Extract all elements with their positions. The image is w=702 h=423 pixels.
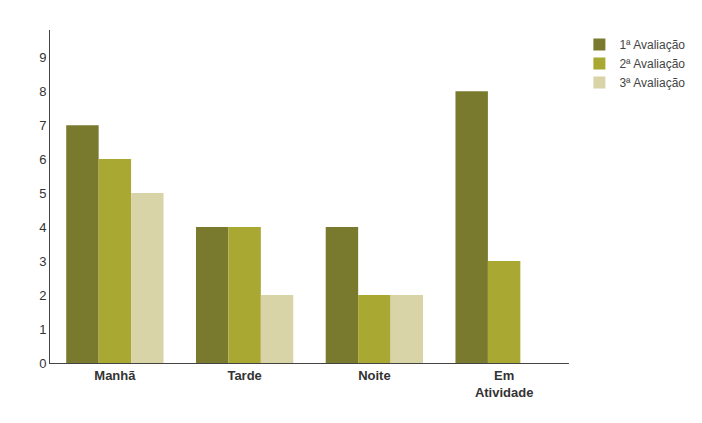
svg-text:3ª Avaliação: 3ª Avaliação [619, 76, 685, 90]
svg-text:Manhã: Manhã [94, 368, 136, 383]
svg-text:Tarde: Tarde [227, 368, 261, 383]
svg-text:6: 6 [39, 152, 46, 167]
svg-text:2: 2 [39, 288, 46, 303]
svg-text:3: 3 [39, 254, 46, 269]
svg-text:1ª Avaliação: 1ª Avaliação [619, 38, 685, 52]
svg-text:2ª Avaliação: 2ª Avaliação [619, 57, 685, 71]
svg-text:4: 4 [39, 220, 46, 235]
svg-text:5: 5 [39, 186, 46, 201]
svg-text:1: 1 [39, 322, 46, 337]
svg-text:0: 0 [39, 356, 46, 371]
svg-text:Noite: Noite [358, 368, 391, 383]
svg-text:7: 7 [39, 118, 46, 133]
svg-text:8: 8 [39, 84, 46, 99]
svg-text:EmAtividade: EmAtividade [475, 368, 534, 400]
svg-text:9: 9 [39, 50, 46, 65]
